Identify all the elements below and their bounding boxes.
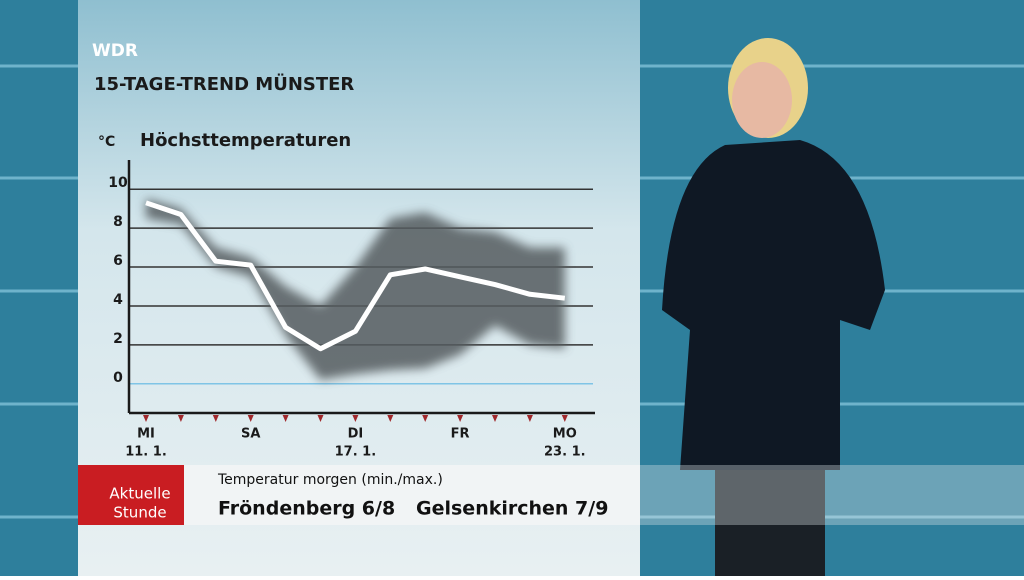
y-tick-label: 0 [113,370,123,386]
chart-title: Höchsttemperaturen [140,130,351,151]
x-tick-date: 17. 1. [335,445,377,460]
x-tick [247,415,254,422]
y-tick-label: 6 [113,253,123,269]
channel: WDR [92,41,138,61]
x-tick-label: FR [451,427,470,442]
y-tick-label: 4 [113,292,123,308]
logo-text: Stunde [113,504,166,522]
x-tick-label: MO [553,427,577,442]
logo-box [78,465,184,525]
y-tick-label: 8 [113,214,123,230]
x-tick-label: DI [348,427,364,442]
x-tick [282,415,289,422]
plot: 0 2 4 6 8 10 MI 11. 1. SA DI 17. 1. FR MO 23. 1. [108,160,595,460]
ticker-extension [640,465,1024,525]
x-tick [561,415,568,422]
x-tick [143,415,149,422]
x-tick [457,415,464,422]
x-tick [317,415,324,422]
y-tick-label: 2 [113,331,123,347]
x-tick-label: SA [241,427,260,442]
ticker-bar [184,465,640,525]
logo-text: Aktuelle [109,485,170,503]
x-tick [177,415,184,422]
presenter [662,38,885,576]
y-tick-label: 10 [108,175,128,191]
x-tick-label: MI [137,427,155,442]
x-tick [352,415,359,422]
ticker-item: Fröndenberg 6/8 [218,498,395,520]
x-tick-date: 23. 1. [544,445,586,460]
x-tick [387,415,394,422]
x-tick [422,415,429,422]
x-tick [492,415,498,422]
x-tick-date: 11. 1. [125,445,167,460]
range-band [146,198,565,380]
ticker-title: Temperatur morgen (min./max.) [217,472,443,488]
ticker-item: Gelsenkirchen 7/9 [416,498,608,520]
temperature-line [145,200,566,352]
x-tick [212,415,219,422]
x-tick [526,415,533,422]
y-label: °C [98,134,115,150]
heading: 15-TAGE-TREND MÜNSTER [94,73,354,95]
